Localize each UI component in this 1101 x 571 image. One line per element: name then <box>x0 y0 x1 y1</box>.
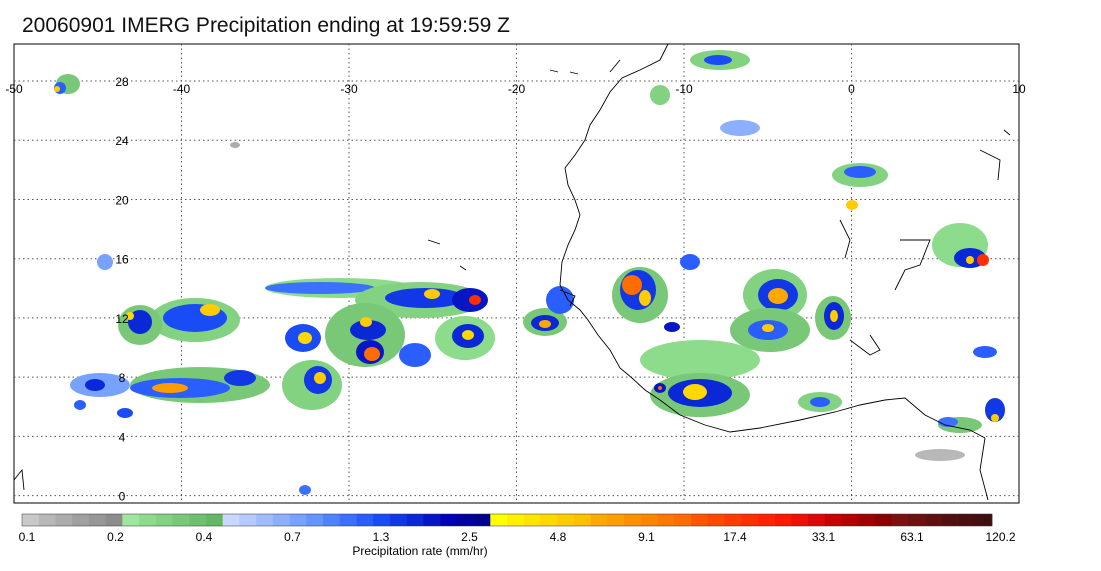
colorbar-swatch <box>22 514 40 526</box>
colorbar-swatch <box>205 514 223 526</box>
colorbar-swatch <box>507 514 525 526</box>
colorbar-tick-label: 33.1 <box>812 530 836 544</box>
colorbar-swatch <box>774 514 792 526</box>
colorbar-tick-label: 0.1 <box>19 530 36 544</box>
colorbar-swatch <box>640 514 658 526</box>
colorbar-swatch <box>674 514 692 526</box>
colorbar-tick-label: 2.5 <box>461 530 478 544</box>
colorbar-swatch <box>55 514 73 526</box>
colorbar-swatch <box>256 514 274 526</box>
lat-tick-label: 12 <box>115 312 129 326</box>
colorbar-swatch <box>808 514 826 526</box>
colorbar-swatch <box>139 514 157 526</box>
colorbar-swatch <box>573 514 591 526</box>
colorbar-swatch <box>272 514 290 526</box>
page-title: 20060901 IMERG Precipitation ending at 1… <box>22 14 510 37</box>
colorbar-swatch <box>540 514 558 526</box>
colorbar-swatch <box>122 514 140 526</box>
lat-tick-label: 24 <box>115 134 129 148</box>
colorbar-swatch <box>958 514 976 526</box>
colorbar-swatch <box>323 514 341 526</box>
colorbar-swatch <box>824 514 842 526</box>
colorbar-swatch <box>306 514 324 526</box>
colorbar-tick-label: 4.8 <box>550 530 567 544</box>
colorbar-frame <box>21 513 993 527</box>
colorbar-swatch <box>72 514 90 526</box>
colorbar-tick-label: 63.1 <box>900 530 924 544</box>
lat-tick-label: 28 <box>115 75 129 89</box>
colorbar-swatch <box>975 514 993 526</box>
colorbar-title: Precipitation rate (mm/hr) <box>352 544 487 558</box>
colorbar-swatch <box>841 514 859 526</box>
colorbar-swatch <box>741 514 759 526</box>
colorbar-swatch <box>557 514 575 526</box>
colorbar-swatch <box>757 514 775 526</box>
colorbar-swatch <box>858 514 876 526</box>
colorbar-tick-label: 0.7 <box>284 530 301 544</box>
lat-tick-label: 8 <box>119 371 126 385</box>
colorbar-swatch <box>891 514 909 526</box>
colorbar-swatch <box>607 514 625 526</box>
colorbar-tick-label: 0.2 <box>107 530 124 544</box>
lon-tick-label: -50 <box>5 82 23 96</box>
colorbar-swatch <box>456 514 474 526</box>
colorbar-swatch <box>791 514 809 526</box>
colorbar-swatch <box>590 514 608 526</box>
colorbar-swatch <box>874 514 892 526</box>
colorbar-tick-label: 17.4 <box>723 530 747 544</box>
lon-tick-label: -30 <box>340 82 358 96</box>
colorbar-tick-label: 120.2 <box>985 530 1015 544</box>
coastline <box>13 43 1011 501</box>
axis-ticks: -50 -40 -30 -20 -10 0 10 0 4 8 12 16 20 24 28 <box>5 75 1026 504</box>
colorbar-swatch <box>523 514 541 526</box>
colorbar-swatch <box>908 514 926 526</box>
colorbar-swatch <box>289 514 307 526</box>
colorbar-swatch <box>941 514 959 526</box>
colorbar-swatch <box>339 514 357 526</box>
lon-tick-label: 10 <box>1012 82 1026 96</box>
colorbar-swatch <box>657 514 675 526</box>
lon-tick-label: -40 <box>173 82 191 96</box>
colorbar-swatch <box>724 514 742 526</box>
lat-tick-label: 20 <box>115 193 129 207</box>
lon-tick-label: -20 <box>508 82 526 96</box>
colorbar-swatch <box>105 514 123 526</box>
colorbar-swatch <box>490 514 508 526</box>
colorbar-swatch <box>222 514 240 526</box>
colorbar-tick-label: 9.1 <box>638 530 655 544</box>
lon-tick-label: -10 <box>675 82 693 96</box>
lat-tick-label: 16 <box>115 253 129 267</box>
colorbar-swatch <box>440 514 458 526</box>
colorbar-swatch <box>356 514 374 526</box>
lon-tick-label: 0 <box>848 82 855 96</box>
colorbar-swatch <box>473 514 491 526</box>
colorbar-swatch <box>239 514 257 526</box>
colorbar-swatch <box>406 514 424 526</box>
colorbar-tick-label: 1.3 <box>373 530 390 544</box>
colorbar-swatch <box>88 514 106 526</box>
colorbar-swatch <box>155 514 173 526</box>
lat-tick-label: 4 <box>119 430 126 444</box>
colorbar: 0.1 0.2 0.4 0.7 1.3 2.5 4.8 9.1 17.4 33.1 63.1 120.… <box>19 513 1016 558</box>
colorbar-swatch <box>189 514 207 526</box>
colorbar-swatch <box>389 514 407 526</box>
lat-tick-label: 0 <box>119 490 126 504</box>
colorbar-swatch <box>373 514 391 526</box>
colorbar-swatch <box>707 514 725 526</box>
colorbar-tick-label: 0.4 <box>196 530 213 544</box>
colorbar-swatch <box>624 514 642 526</box>
colorbar-swatch <box>690 514 708 526</box>
colorbar-swatch <box>172 514 190 526</box>
colorbar-swatch <box>38 514 56 526</box>
colorbar-swatch <box>925 514 943 526</box>
colorbar-swatch <box>423 514 441 526</box>
precipitation-field <box>54 50 1005 495</box>
